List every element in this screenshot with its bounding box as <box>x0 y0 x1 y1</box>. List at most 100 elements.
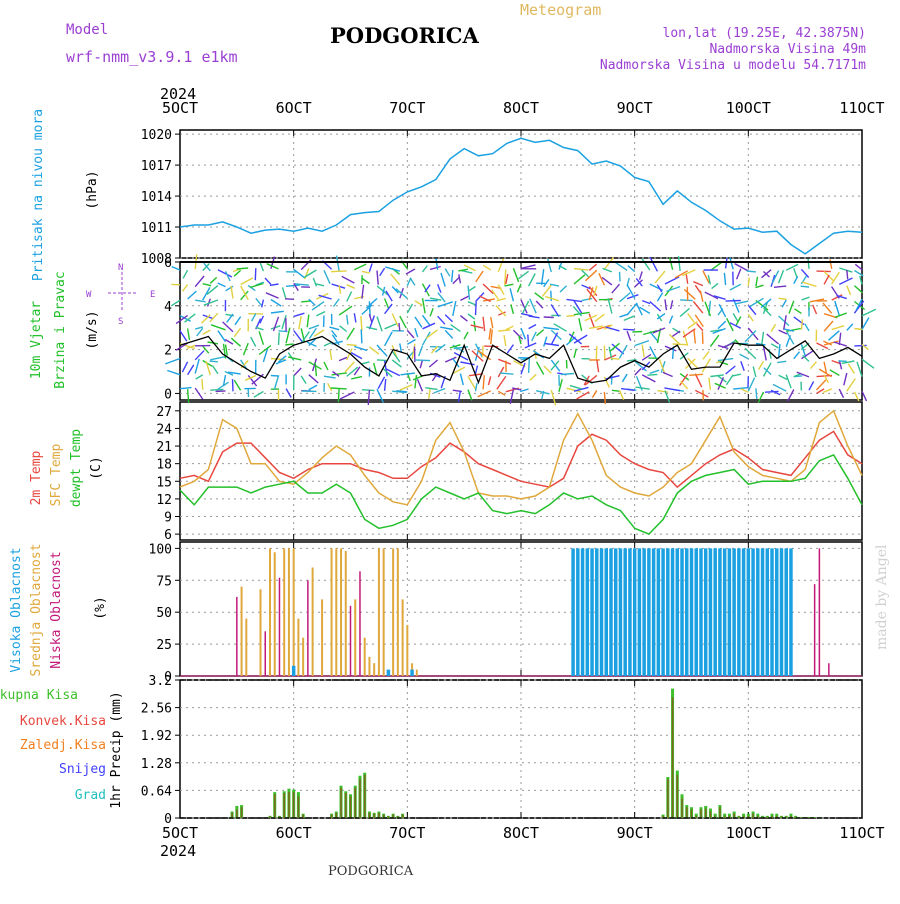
wind-arrow <box>693 282 703 286</box>
y-tick-label-pressure: 1011 <box>141 221 172 236</box>
wind-arrow <box>636 387 650 389</box>
wind-arrow <box>347 315 348 325</box>
wind-arrow <box>834 342 847 346</box>
wind-arrow <box>519 271 529 279</box>
wind-arrow <box>182 362 187 372</box>
wind-arrow <box>351 377 362 379</box>
wind-arrow <box>195 300 205 302</box>
wind-arrow <box>468 376 476 389</box>
wind-arrow <box>521 314 533 317</box>
wind-arrow <box>657 293 662 302</box>
wind-arrow <box>491 329 493 344</box>
year-bottom: 2024 <box>160 842 196 860</box>
wind-arrow <box>777 361 786 362</box>
wind-arrow <box>532 332 537 341</box>
x-tick-label-top: 11OCT <box>839 99 884 117</box>
wind-arrow <box>440 327 453 329</box>
wind-arrow <box>203 346 209 353</box>
wind-arrow <box>399 323 400 331</box>
wind-arrow <box>195 276 204 287</box>
wind-arrow <box>274 376 278 390</box>
precip-conv-bar <box>373 814 375 818</box>
wind-arrow <box>385 267 400 271</box>
wind-arrow <box>773 384 786 391</box>
wind-arrow <box>314 330 324 336</box>
precip-conv-bar <box>766 817 768 818</box>
wind-arrow <box>218 331 226 342</box>
wind-arrow <box>435 344 445 352</box>
meteogram-subtitle: Meteogram <box>520 1 601 19</box>
wind-arrow <box>551 305 559 317</box>
y-tick-label-temperature: 24 <box>156 422 172 437</box>
wind-arrow <box>316 312 325 316</box>
wind-arrow <box>225 340 233 345</box>
wind-arrow <box>171 300 180 305</box>
wind-arrow <box>635 368 642 375</box>
wind-arrow <box>429 389 430 399</box>
wind-arrow <box>235 317 241 325</box>
wind-arrow <box>620 390 624 399</box>
wind-arrow <box>612 284 620 293</box>
wind-arrow <box>642 301 650 304</box>
wind-arrow <box>655 271 665 283</box>
y-tick-label-cloud: 100 <box>149 542 172 557</box>
temp-unit: (C) <box>89 456 104 479</box>
compass-n: N <box>118 263 123 273</box>
wind-arrow <box>735 264 749 271</box>
wind-arrow <box>817 389 824 394</box>
x-tick-label-top: 7OCT <box>389 99 425 117</box>
wind-arrow <box>172 267 180 270</box>
wind-arrow <box>683 331 687 346</box>
y-tick-label-temperature: 27 <box>156 405 172 420</box>
y-tick-label-precip: 1.92 <box>141 729 172 744</box>
precip-conv-bar <box>719 807 721 818</box>
wind-arrow <box>805 324 809 331</box>
wind-arrow <box>561 374 574 375</box>
temp-2m-label: 2m Temp <box>29 450 44 505</box>
wind-arrow <box>628 266 635 272</box>
wind-arrow <box>401 373 415 375</box>
wind-arrow <box>195 359 199 374</box>
wind-arrow <box>460 362 474 365</box>
wind-arrow <box>378 377 385 389</box>
precip-conv-bar <box>274 794 276 818</box>
precip-hail-label: Grad <box>75 788 106 803</box>
wind-arrow <box>560 286 567 292</box>
wind-arrow <box>548 259 552 272</box>
wind-arrow <box>811 362 817 369</box>
wind-arrow <box>582 299 593 301</box>
wind-arrow <box>832 272 840 284</box>
wind-arrow <box>779 330 787 334</box>
wind-arrow <box>551 390 555 405</box>
wind-arrow <box>478 391 491 397</box>
wind-arrow <box>430 267 441 270</box>
wind-arrow <box>795 309 802 314</box>
x-tick-label-bottom: 5OCT <box>162 824 198 842</box>
wind-arrow <box>808 259 809 269</box>
wind-arrow <box>855 264 862 269</box>
wind-arrow <box>610 343 620 351</box>
wind-arrow <box>445 315 452 322</box>
wind-arrow <box>347 285 355 289</box>
y-tick-label-cloud: 75 <box>156 574 172 589</box>
y-tick-label-cloud: 25 <box>156 638 172 653</box>
compass-e: E <box>150 290 155 300</box>
wind-arrow <box>468 286 470 300</box>
wind-arrow <box>197 328 203 336</box>
wind-arrow <box>543 328 559 330</box>
wind-arrow <box>647 374 657 375</box>
wind-arrow <box>749 306 756 315</box>
wind-arrow <box>730 257 733 269</box>
wind-arrow <box>309 385 317 389</box>
wind-arrow <box>315 363 316 377</box>
y-tick-label-precip: 1.28 <box>141 757 172 772</box>
wind-arrow <box>167 371 180 375</box>
wind-arrow <box>862 359 874 368</box>
wind-arrow <box>307 315 309 328</box>
wind-arrow <box>789 301 794 314</box>
wind-arrow <box>415 317 422 327</box>
wind-arrow <box>813 305 817 314</box>
precip-conv-bar <box>354 788 356 818</box>
wind-arrow <box>415 328 418 337</box>
wind-arrow <box>259 331 263 344</box>
